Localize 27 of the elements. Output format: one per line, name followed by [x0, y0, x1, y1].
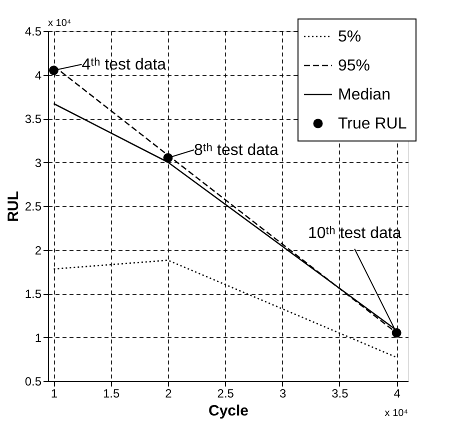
legend-label: 95% — [338, 58, 370, 74]
x-tick-label: 3 — [279, 386, 286, 400]
y-axis-title: RUL — [4, 191, 22, 222]
x-tick-label: 3.5 — [332, 386, 349, 400]
y-tick-label: 0.5 — [24, 374, 42, 388]
legend-label: 5% — [338, 28, 362, 46]
x-tick-label: 1 — [50, 386, 58, 400]
legend-label: Median — [338, 86, 390, 104]
y-tick-label: 1 — [34, 330, 42, 345]
x-tick-label: 2 — [165, 386, 172, 400]
annotation: 4ᵗʰ test data — [82, 56, 166, 74]
y-tick-label: 2.5 — [24, 200, 42, 214]
legend-label: True RUL — [338, 116, 407, 132]
y-tick-label: 2 — [34, 243, 42, 258]
x-axis-title: Cycle — [208, 402, 249, 420]
y-tick-label: 4 — [34, 68, 42, 82]
x-tick-label: 4 — [394, 386, 401, 400]
text: x 10⁴ — [384, 408, 408, 419]
x-tick-label: 2.5 — [217, 386, 234, 400]
x-tick-label: 1.5 — [103, 386, 120, 400]
annotation: 10ᵗʰ test data — [308, 224, 402, 242]
y-tick-label: 3 — [34, 156, 42, 170]
y-tick-label: 1.5 — [24, 287, 42, 301]
y-tick-label: 3.5 — [24, 112, 42, 126]
annotation: 8ᵗʰ test data — [194, 142, 278, 159]
text: x 10⁴ — [48, 18, 72, 29]
y-tick-label: 4.5 — [24, 24, 42, 38]
